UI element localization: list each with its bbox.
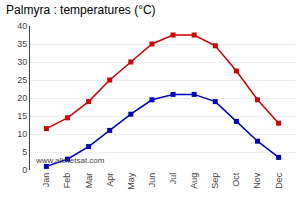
- svg-text:Jan: Jan: [41, 173, 51, 188]
- svg-text:0: 0: [22, 165, 27, 175]
- svg-text:Sep: Sep: [210, 173, 220, 189]
- svg-text:Palmyra : temperatures (°C): Palmyra : temperatures (°C): [6, 3, 156, 17]
- svg-text:10: 10: [17, 129, 27, 139]
- svg-text:20: 20: [17, 93, 27, 103]
- svg-text:Jul: Jul: [168, 173, 178, 185]
- svg-text:Mar: Mar: [84, 173, 94, 189]
- svg-text:May: May: [126, 172, 136, 190]
- svg-text:Feb: Feb: [62, 173, 72, 189]
- svg-text:35: 35: [17, 39, 27, 49]
- svg-text:25: 25: [17, 75, 27, 85]
- svg-text:5: 5: [22, 147, 27, 157]
- svg-text:Oct: Oct: [231, 172, 241, 187]
- svg-text:Jun: Jun: [147, 173, 157, 188]
- svg-text:15: 15: [17, 111, 27, 121]
- svg-text:Aug: Aug: [189, 173, 199, 189]
- svg-text:www.allmetsat.com: www.allmetsat.com: [35, 156, 105, 165]
- svg-text:30: 30: [17, 57, 27, 67]
- svg-text:Apr: Apr: [105, 173, 115, 187]
- svg-text:Nov: Nov: [252, 172, 262, 189]
- svg-text:40: 40: [17, 21, 27, 31]
- svg-text:Dec: Dec: [274, 172, 284, 189]
